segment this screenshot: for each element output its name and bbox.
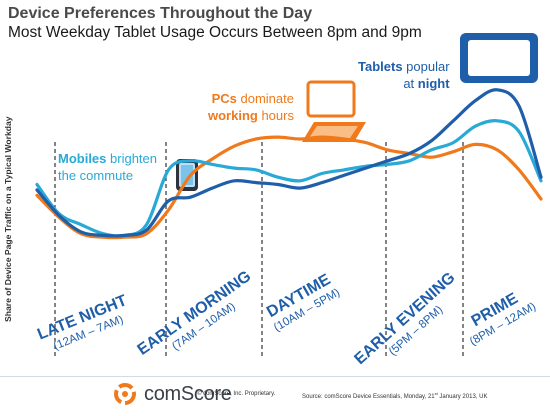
period-name: EARLY MORNING — [135, 268, 255, 359]
period-label: EARLY MORNING(7AM – 10AM) — [135, 268, 255, 359]
series-line-pcs — [35, 135, 543, 240]
period-name: EARLY EVENING — [351, 269, 458, 368]
mobiles-annotation: Mobiles brighten the commute — [58, 151, 157, 183]
pcs-annotation: PCs dominate working hours — [208, 91, 294, 123]
series-lines — [35, 88, 543, 240]
tablet-icon — [460, 33, 538, 83]
source-text: Source: comScore Device Essentials, Mond… — [302, 391, 488, 400]
period-label: PRIME(8PM – 12AM) — [468, 290, 538, 348]
comscore-logo-icon — [114, 383, 136, 405]
period-label: EARLY EVENING(5PM – 8PM) — [351, 269, 458, 368]
tablets-annotation: Tablets popular at night — [358, 59, 450, 91]
laptop-icon — [302, 80, 366, 142]
footer-divider — [0, 376, 550, 377]
brand-name: comScore — [144, 382, 232, 405]
smartphone-icon — [176, 159, 198, 191]
period-label: LATE NIGHT(12AM – 7AM) — [35, 292, 129, 352]
copyright-text: © comScore, Inc. Proprietary. — [197, 391, 276, 397]
comscore-logo: comScore — [112, 381, 232, 407]
period-label: DAYTIME(10AM – 5PM) — [264, 271, 342, 334]
chart-subtitle: Most Weekday Tablet Usage Occurs Between… — [8, 24, 422, 41]
series-line-tablets — [35, 88, 543, 238]
chart-title: Device Preferences Throughout the Day — [8, 5, 313, 22]
